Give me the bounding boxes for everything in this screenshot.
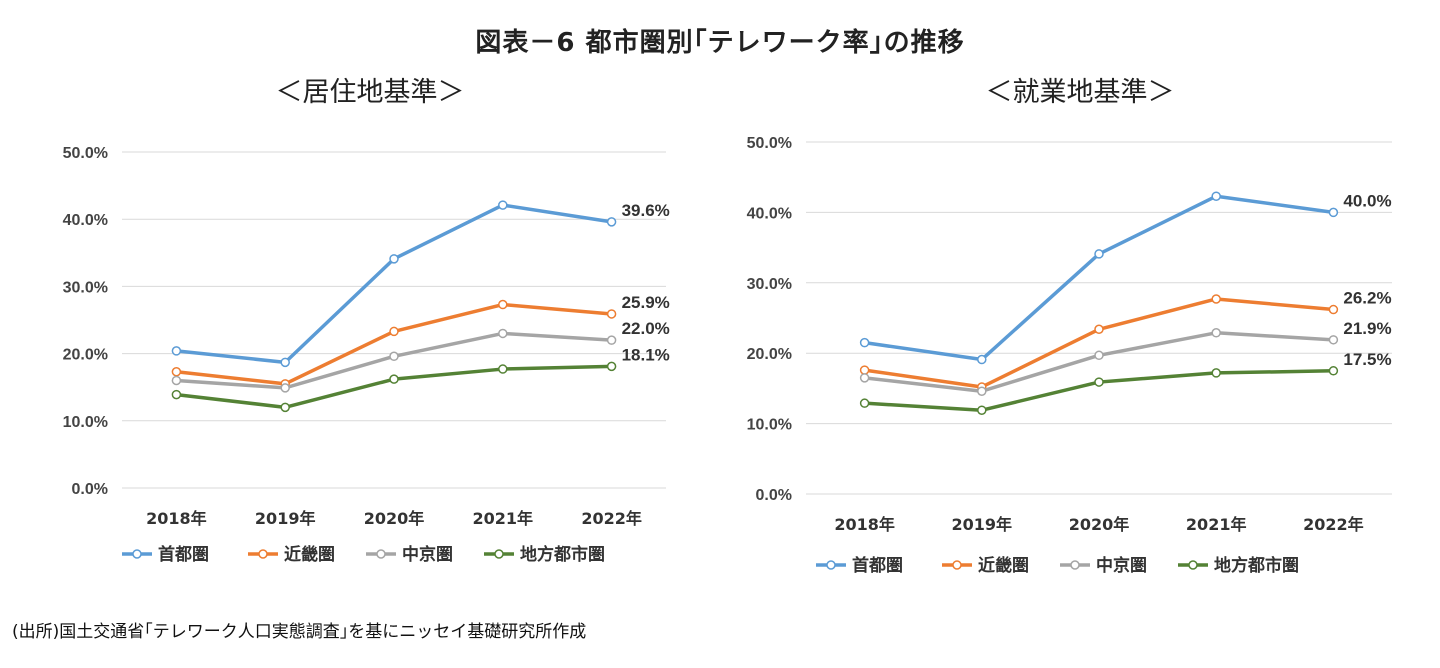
data-point-chiho (606, 361, 617, 372)
x-tick-label: 2020年 (364, 509, 425, 528)
x-tick-label: 2021年 (1186, 515, 1247, 534)
data-point-shuto (859, 337, 870, 348)
y-tick-label: 20.0% (747, 346, 792, 363)
data-label-chiho: 18.1% (622, 345, 670, 364)
series-line-chiho (864, 369, 1334, 412)
series-line-kinki (176, 302, 612, 386)
legend-marker-chukyo (376, 549, 386, 559)
x-tick-label: 2020年 (1069, 515, 1130, 534)
data-point-chiho (280, 402, 290, 413)
y-tick-label: 40.0% (63, 212, 108, 229)
source-note: (出所)国土交通省｢テレワーク人口実態調査｣を基にニッセイ基礎研究所作成 (12, 622, 587, 642)
data-label-chiho: 17.5% (1343, 350, 1391, 369)
y-tick-label: 30.0% (747, 276, 792, 293)
data-point-chukyo (389, 351, 399, 362)
data-point-kinki (606, 309, 617, 319)
data-point-chukyo (1094, 350, 1104, 361)
legend-label-kinki: 近畿圏 (978, 555, 1029, 576)
data-point-kinki (171, 366, 182, 377)
data-label-shuto: 39.6% (622, 201, 670, 220)
data-point-chukyo (977, 386, 987, 396)
legend-marker-chiho (1188, 560, 1198, 570)
x-tick-label: 2021年 (473, 509, 534, 528)
data-point-shuto (1211, 191, 1221, 201)
data-point-shuto (389, 254, 399, 264)
data-point-shuto (606, 217, 617, 227)
line-chart-workplace: 0.0% 10.0% 20.0% 30.0% 40.0% 50.0% 2018年 2019年 2… (747, 135, 1392, 576)
data-label-kinki: 25.9% (622, 293, 670, 312)
y-tick-label: 20.0% (63, 347, 108, 364)
data-point-shuto (498, 200, 508, 210)
chart-title-workplace: ＜就業地基準＞ (985, 77, 1175, 108)
legend-marker-shuto (132, 549, 142, 559)
data-point-chiho (389, 374, 399, 384)
data-point-chukyo (1211, 328, 1221, 338)
data-point-kinki (1328, 304, 1339, 315)
x-tick-label: 2019年 (952, 515, 1013, 534)
data-label-chukyo: 22.0% (622, 319, 670, 338)
data-point-chukyo (498, 328, 508, 339)
data-point-kinki (1211, 294, 1221, 304)
data-label-kinki: 26.2% (1343, 289, 1391, 308)
data-point-chiho (977, 405, 987, 415)
data-point-kinki (859, 365, 870, 375)
data-point-chiho (859, 398, 870, 408)
figure-title: 図表－6 都市圏別｢テレワーク率｣の推移 (475, 28, 965, 58)
data-point-chiho (171, 389, 182, 400)
legend-marker-chukyo (1070, 560, 1080, 570)
data-point-shuto (171, 346, 182, 356)
series-line-shuto (176, 203, 612, 365)
line-chart-residence: 0.0% 10.0% 20.0% 30.0% 40.0% 50.0% 2018年 2019年 2… (63, 145, 670, 565)
legend-label-chiho: 地方都市圏 (520, 544, 605, 565)
data-point-chukyo (1328, 335, 1339, 345)
legend-marker-shuto (826, 560, 836, 570)
x-tick-label: 2022年 (1303, 515, 1364, 534)
y-tick-label: 30.0% (63, 279, 108, 296)
data-point-chiho (498, 364, 508, 374)
data-point-chukyo (171, 375, 182, 386)
legend-label-chukyo: 中京圏 (402, 544, 453, 565)
data-point-kinki (498, 299, 508, 310)
legend-marker-chiho (494, 549, 504, 559)
data-label-chukyo: 21.9% (1343, 319, 1391, 338)
legend-marker-kinki (952, 560, 962, 570)
x-tick-label: 2022年 (581, 509, 642, 528)
y-tick-label: 40.0% (747, 205, 792, 222)
x-tick-label: 2018年 (146, 509, 207, 528)
y-tick-label: 10.0% (63, 414, 108, 431)
legend-label-kinki: 近畿圏 (284, 544, 335, 565)
data-point-shuto (977, 354, 987, 365)
x-tick-label: 2018年 (834, 515, 895, 534)
data-point-chukyo (606, 335, 617, 345)
y-tick-label: 0.0% (756, 487, 792, 504)
y-tick-label: 50.0% (747, 135, 792, 152)
data-point-chukyo (280, 383, 290, 393)
data-point-chukyo (859, 373, 870, 383)
y-tick-label: 50.0% (63, 145, 108, 162)
series-line-chiho (176, 364, 612, 410)
data-point-chiho (1211, 368, 1221, 378)
legend-label-chiho: 地方都市圏 (1214, 555, 1299, 576)
chart-title-residence: ＜居住地基準＞ (275, 77, 465, 108)
legend-marker-kinki (258, 549, 268, 559)
data-point-shuto (1328, 207, 1339, 218)
data-point-kinki (1094, 324, 1104, 335)
data-point-chiho (1094, 377, 1104, 387)
data-point-kinki (389, 326, 399, 337)
data-label-shuto: 40.0% (1343, 191, 1391, 210)
data-point-shuto (1094, 249, 1104, 259)
y-tick-label: 0.0% (72, 481, 108, 498)
data-point-chiho (1328, 366, 1339, 376)
data-point-shuto (280, 357, 290, 368)
legend-label-chukyo: 中京圏 (1096, 555, 1147, 576)
legend-label-shuto: 首都圏 (852, 555, 903, 576)
y-tick-label: 10.0% (747, 417, 792, 434)
legend-label-shuto: 首都圏 (158, 544, 209, 565)
x-tick-label: 2019年 (255, 509, 316, 528)
